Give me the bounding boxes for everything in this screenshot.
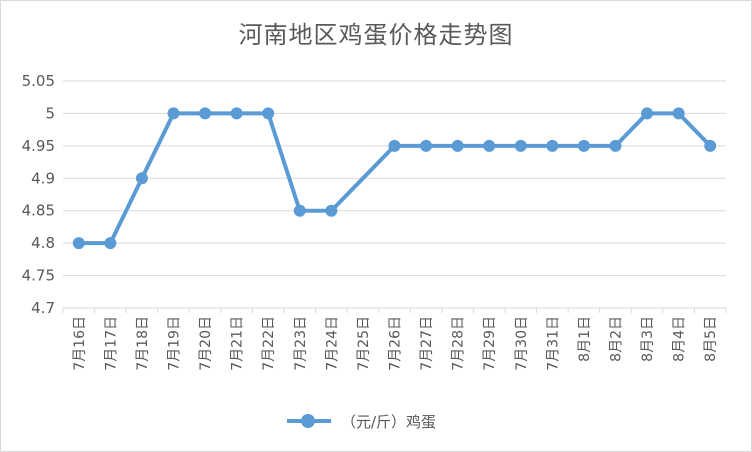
x-tick-label: 7月22日 bbox=[261, 316, 277, 371]
x-tick-label: 7月18日 bbox=[135, 316, 151, 371]
x-tick-label: 7月20日 bbox=[198, 316, 214, 371]
x-tick-label: 7月29日 bbox=[482, 316, 498, 371]
data-point bbox=[420, 139, 433, 152]
chart-legend: （元/斤）鸡蛋 bbox=[287, 409, 436, 433]
x-tick-label: 8月5日 bbox=[703, 316, 719, 362]
x-tick-label: 8月2日 bbox=[609, 316, 625, 362]
y-tick-label: 5 bbox=[45, 104, 55, 122]
data-point bbox=[641, 107, 654, 120]
y-tick-label: 4.9 bbox=[31, 169, 55, 187]
y-tick-label: 5.05 bbox=[22, 72, 55, 90]
x-tick-label: 7月27日 bbox=[419, 316, 435, 371]
x-tick-label: 7月16日 bbox=[72, 316, 88, 371]
chart-title: 河南地区鸡蛋价格走势图 bbox=[238, 21, 514, 49]
x-tick-label: 8月1日 bbox=[577, 316, 593, 362]
x-tick-label: 7月24日 bbox=[324, 316, 340, 371]
x-tick-label: 8月3日 bbox=[640, 316, 656, 362]
data-point bbox=[199, 107, 212, 120]
legend-series-label: （元/斤）鸡蛋 bbox=[341, 412, 437, 431]
x-tick-label: 7月19日 bbox=[167, 316, 183, 371]
x-tick-label: 7月26日 bbox=[388, 316, 404, 371]
y-tick-label: 4.8 bbox=[31, 234, 55, 252]
data-point bbox=[672, 107, 685, 120]
data-point bbox=[293, 204, 306, 217]
data-point bbox=[704, 139, 717, 152]
x-tick-label: 7月30日 bbox=[514, 316, 530, 371]
data-point bbox=[167, 107, 180, 120]
y-tick-label: 4.85 bbox=[22, 202, 55, 220]
data-point bbox=[262, 107, 275, 120]
x-tick-label: 7月21日 bbox=[230, 316, 246, 371]
x-tick-label: 8月4日 bbox=[672, 316, 688, 362]
data-point bbox=[135, 172, 148, 185]
y-tick-label: 4.7 bbox=[31, 299, 55, 317]
x-tick-label: 7月31日 bbox=[545, 316, 561, 371]
legend-series-marker bbox=[287, 414, 331, 428]
x-tick-label: 7月25日 bbox=[356, 316, 372, 371]
data-point bbox=[546, 139, 559, 152]
data-point bbox=[104, 237, 117, 250]
x-tick-label: 7月17日 bbox=[103, 316, 119, 371]
data-point bbox=[609, 139, 622, 152]
data-point bbox=[230, 107, 243, 120]
x-tick-label: 7月23日 bbox=[293, 316, 309, 371]
y-tick-label: 4.95 bbox=[22, 137, 55, 155]
y-tick-label: 4.75 bbox=[22, 267, 55, 285]
data-point bbox=[325, 204, 338, 217]
data-point bbox=[577, 139, 590, 152]
data-point bbox=[483, 139, 496, 152]
data-point bbox=[72, 237, 85, 250]
data-point bbox=[451, 139, 464, 152]
data-point bbox=[514, 139, 527, 152]
x-tick-label: 7月28日 bbox=[451, 316, 467, 371]
data-point bbox=[388, 139, 401, 152]
